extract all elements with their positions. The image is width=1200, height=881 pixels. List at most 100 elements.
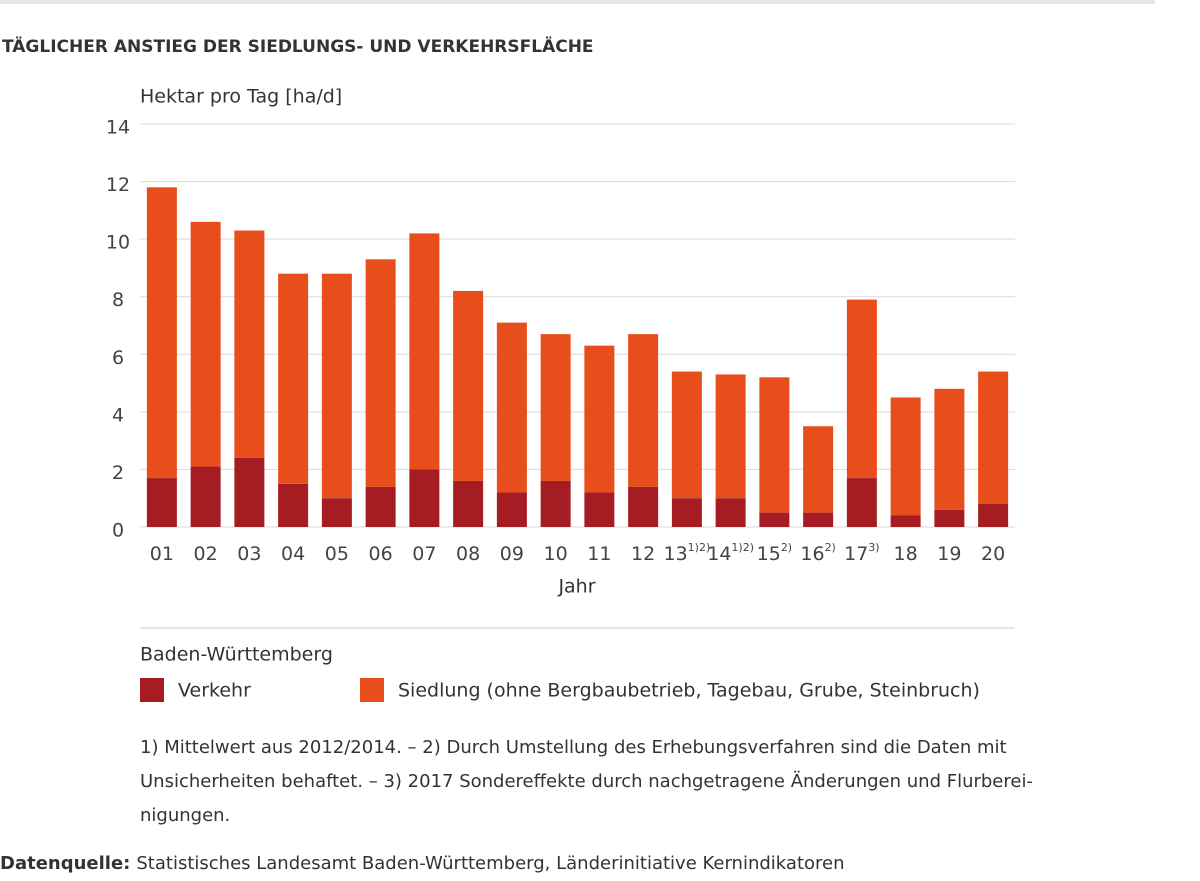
bar-segment bbox=[759, 512, 790, 527]
bar-segment bbox=[628, 334, 659, 487]
x-tick-label: 162) bbox=[800, 541, 835, 565]
bar-segment bbox=[978, 503, 1009, 527]
x-tick-label: 02 bbox=[194, 543, 218, 565]
category: 18 bbox=[894, 543, 918, 565]
bar-segment bbox=[584, 492, 615, 527]
footnotes: 1) Mittelwert aus 2012/2014. – 2) Durch … bbox=[140, 737, 1033, 826]
x-tick-label: 152) bbox=[757, 541, 792, 565]
category-note: 2) bbox=[825, 541, 836, 554]
bar-segment bbox=[934, 509, 965, 527]
y-tick-label: 12 bbox=[106, 174, 130, 196]
bar-segment bbox=[278, 483, 309, 527]
category: 12 bbox=[631, 543, 655, 565]
bar-segment bbox=[584, 345, 615, 493]
y-tick-label: 2 bbox=[112, 462, 124, 484]
bar-segment bbox=[890, 397, 921, 516]
footnote-line: Unsicherheiten behaftet. – 3) 2017 Sonde… bbox=[140, 771, 1033, 792]
category: 11 bbox=[587, 543, 611, 565]
source: Datenquelle: Statistisches Landesamt Bade… bbox=[0, 853, 845, 874]
bar-segment bbox=[234, 230, 265, 458]
bar-segment bbox=[978, 371, 1009, 504]
y-tick-label: 6 bbox=[112, 347, 124, 369]
x-tick-label: 18 bbox=[894, 543, 918, 565]
bar-segment bbox=[146, 478, 177, 527]
y-tick-label: 14 bbox=[106, 117, 130, 139]
bar-segment bbox=[890, 515, 921, 527]
category: 08 bbox=[456, 543, 480, 565]
category-note: 3) bbox=[868, 541, 879, 554]
y-axis-label: Hektar pro Tag [ha/d] bbox=[140, 86, 342, 108]
legend-swatch bbox=[360, 678, 384, 702]
category: 05 bbox=[325, 543, 349, 565]
category: 03 bbox=[237, 543, 261, 565]
footnote-line: nigungen. bbox=[140, 805, 230, 826]
bar-segment bbox=[846, 478, 877, 527]
bar-segment bbox=[321, 273, 352, 499]
x-tick-label: 131)2) bbox=[663, 541, 710, 565]
x-tick-label: 19 bbox=[937, 543, 961, 565]
bar-segment bbox=[409, 233, 440, 470]
category: 20 bbox=[981, 543, 1005, 565]
bar-segment bbox=[190, 466, 221, 527]
x-tick-label: 141)2) bbox=[707, 541, 754, 565]
x-tick-label: 05 bbox=[325, 543, 349, 565]
bar-segment bbox=[715, 374, 746, 499]
legend-title: Baden-Württemberg bbox=[140, 644, 333, 666]
bar-segment bbox=[365, 486, 396, 527]
legend: Verkehr Siedlung (ohne Bergbaubetrieb, Ta… bbox=[140, 678, 980, 702]
bar-segment bbox=[803, 512, 834, 527]
x-tick-label: 11 bbox=[587, 543, 611, 565]
source-label: Datenquelle: bbox=[0, 853, 130, 874]
category: 09 bbox=[500, 543, 524, 565]
category: 19 bbox=[937, 543, 961, 565]
bar-segment bbox=[453, 290, 484, 481]
legend-swatch bbox=[140, 678, 164, 702]
bar-segment bbox=[365, 259, 396, 487]
x-tick-label: 06 bbox=[369, 543, 393, 565]
bar-segment bbox=[803, 426, 834, 513]
legend-label: Verkehr bbox=[178, 680, 251, 702]
bar-segment bbox=[846, 299, 877, 479]
bar-segment bbox=[671, 371, 702, 499]
category-note: 1)2) bbox=[731, 541, 754, 554]
y-tick-label: 10 bbox=[106, 232, 130, 254]
bar-segment bbox=[496, 322, 527, 493]
bar-segment bbox=[759, 377, 790, 513]
bar-segment bbox=[453, 480, 484, 527]
bar-segment bbox=[628, 486, 659, 527]
category: 07 bbox=[412, 543, 436, 565]
x-axis-label: Jahr bbox=[557, 576, 595, 598]
bar-segment bbox=[496, 492, 527, 527]
category: 02 bbox=[194, 543, 218, 565]
x-tick-label: 10 bbox=[544, 543, 568, 565]
x-tick-label: 01 bbox=[150, 543, 174, 565]
x-tick-label: 07 bbox=[412, 543, 436, 565]
category-note: 2) bbox=[781, 541, 792, 554]
y-tick-label: 4 bbox=[112, 404, 124, 426]
bar-segment bbox=[321, 498, 352, 527]
y-tick-label: 0 bbox=[112, 520, 124, 542]
bar-segment bbox=[715, 498, 746, 527]
y-tick-label: 8 bbox=[112, 289, 124, 311]
category: 10 bbox=[544, 543, 568, 565]
x-tick-label: 08 bbox=[456, 543, 480, 565]
bar-segment bbox=[540, 334, 571, 481]
category-note: 1)2) bbox=[688, 541, 711, 554]
bar-segment bbox=[409, 469, 440, 527]
bar-segment bbox=[934, 388, 965, 510]
x-tick-label: 04 bbox=[281, 543, 305, 565]
x-tick-label: 20 bbox=[981, 543, 1005, 565]
chart-title: TÄGLICHER ANSTIEG DER SIEDLUNGS- UND VER… bbox=[2, 35, 594, 57]
bar-segment bbox=[234, 457, 265, 527]
x-tick-label: 12 bbox=[631, 543, 655, 565]
category: 06 bbox=[369, 543, 393, 565]
bar-segment bbox=[278, 273, 309, 484]
bar-segment bbox=[146, 187, 177, 479]
category: 16 bbox=[800, 543, 824, 565]
x-tick-label: 03 bbox=[237, 543, 261, 565]
category: 14 bbox=[707, 543, 731, 565]
bar-segment bbox=[190, 221, 221, 467]
bar-segment bbox=[671, 498, 702, 527]
top-rule bbox=[0, 0, 1155, 4]
